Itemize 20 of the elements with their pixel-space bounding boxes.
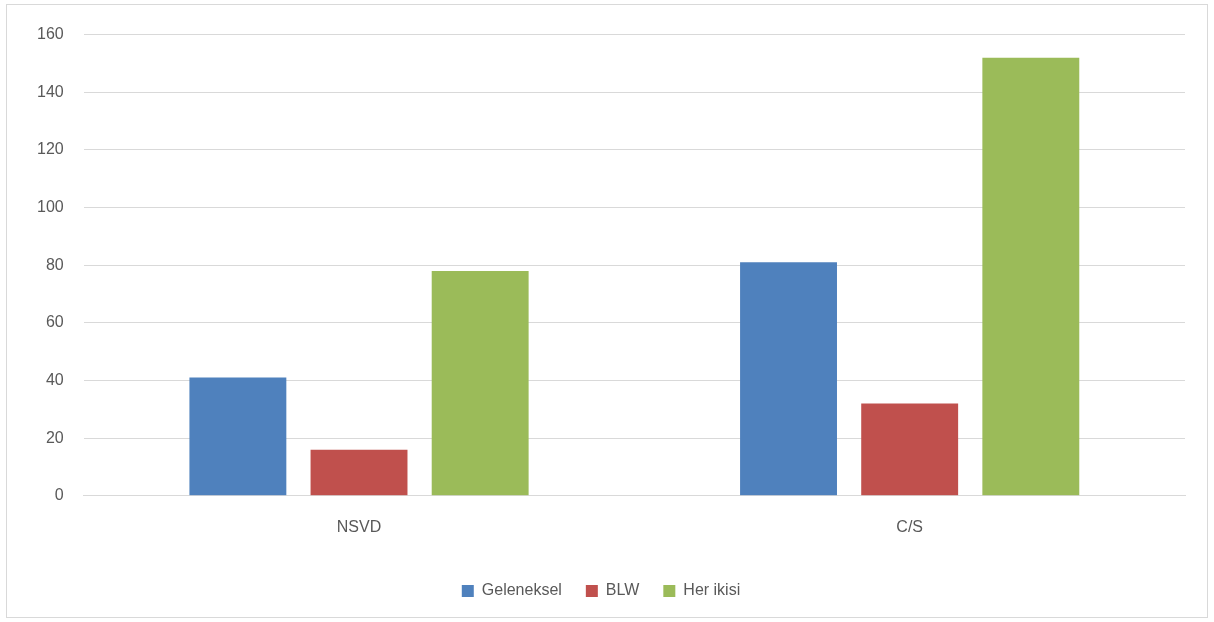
legend-label: Her ikisi <box>683 581 741 599</box>
y-tick-label: 100 <box>36 197 64 215</box>
legend-label: Geleneksel <box>481 581 562 599</box>
legend-label: BLW <box>605 581 641 599</box>
y-tick-label: 40 <box>45 370 64 388</box>
bar <box>740 262 837 496</box>
x-tick-label: C/S <box>896 517 924 535</box>
bar <box>982 57 1080 496</box>
y-tick-label: 20 <box>45 428 64 446</box>
x-tick-label: NSVD <box>336 517 382 535</box>
bar <box>861 403 959 496</box>
bar <box>189 377 287 496</box>
y-tick-label: 140 <box>36 82 64 100</box>
y-tick-label: 120 <box>36 140 64 158</box>
y-tick-label: 80 <box>45 255 64 273</box>
y-tick-label: 60 <box>45 313 64 331</box>
bar <box>310 449 408 496</box>
y-tick-label: 0 <box>54 486 64 504</box>
y-tick-label: 160 <box>36 25 64 43</box>
bar <box>431 270 529 496</box>
